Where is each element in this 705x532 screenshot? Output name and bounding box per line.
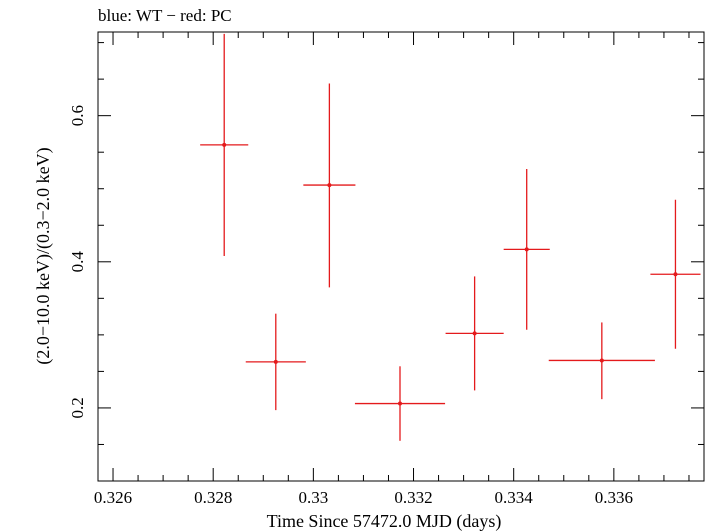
data-marker	[599, 358, 604, 363]
data-marker	[524, 247, 529, 252]
data-marker	[273, 359, 278, 364]
x-tick-label: 0.326	[94, 488, 132, 507]
y-axis-label: (2.0−10.0 keV)/(0.3−2.0 keV)	[33, 147, 54, 364]
data-marker	[472, 331, 477, 336]
data-point-pc	[245, 313, 306, 411]
data-point-pc	[200, 33, 249, 256]
x-tick-label: 0.328	[194, 488, 232, 507]
x-tick-label: 0.33	[298, 488, 328, 507]
x-tick-labels: 0.326 0.328 0.33 0.332 0.334 0.336	[94, 488, 633, 507]
x-tick-label: 0.336	[595, 488, 633, 507]
data-point-pc	[650, 199, 701, 349]
y-tick-label: 0.2	[68, 397, 87, 418]
data-point-pc	[445, 276, 504, 391]
x-axis-label: Time Since 57472.0 MJD (days)	[267, 511, 502, 532]
x-tick-label: 0.334	[495, 488, 534, 507]
data-marker	[397, 401, 402, 406]
data-point-pc	[503, 169, 550, 330]
y-tick-label: 0.6	[68, 105, 87, 126]
y-tick-label: 0.4	[68, 251, 87, 273]
x-tick-label: 0.332	[394, 488, 432, 507]
data-point-pc	[548, 322, 655, 400]
y-tick-labels: 0.2 0.4 0.6	[68, 105, 87, 419]
data-marker	[222, 142, 227, 147]
data-point-pc	[303, 83, 356, 288]
data-point-pc	[354, 366, 446, 441]
data-points	[200, 33, 701, 441]
chart-title: blue: WT − red: PC	[98, 6, 232, 25]
axis-ticks	[98, 32, 704, 482]
plot-frame	[97, 31, 705, 482]
data-marker	[327, 183, 332, 188]
data-marker	[673, 272, 678, 277]
